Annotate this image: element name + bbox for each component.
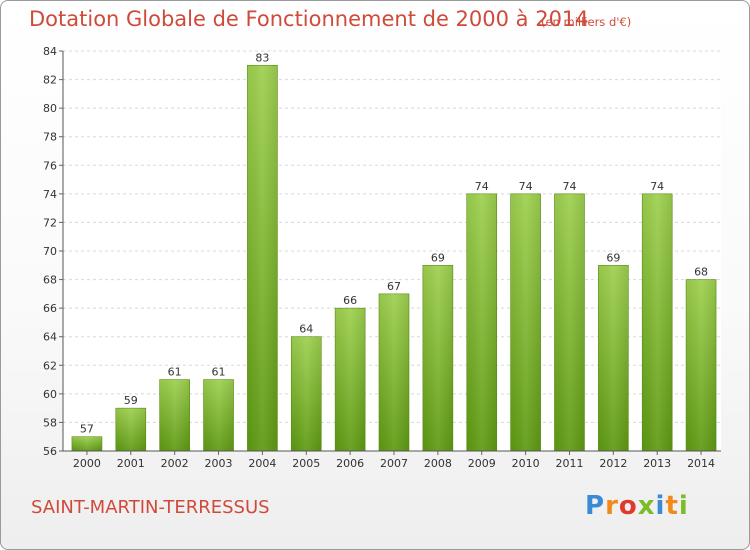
data-label: 74 [519, 180, 533, 193]
bar-shade [247, 65, 278, 452]
logo-letter: t [665, 491, 679, 521]
data-label: 66 [343, 294, 357, 307]
x-tick-label: 2008 [424, 457, 452, 470]
y-tick-label: 78 [43, 131, 57, 144]
bar-shade [203, 379, 234, 451]
bar-shade [159, 379, 190, 451]
bar-shade [686, 279, 717, 451]
y-tick-label: 64 [43, 331, 57, 344]
labels: 56 58 60 62 64 66 68 70 72 74 76 78 80 82 84 57 2000 59 20… [43, 45, 715, 470]
x-tick-label: 2011 [555, 457, 583, 470]
logo-letter: i [655, 491, 666, 521]
bar-shade [642, 193, 673, 451]
y-tick-label: 62 [43, 359, 57, 372]
data-label: 69 [606, 251, 620, 264]
bar-shade [335, 308, 366, 451]
bar-shade [510, 193, 541, 451]
y-tick-label: 72 [43, 216, 57, 229]
data-label: 74 [475, 180, 489, 193]
y-tick-label: 82 [43, 74, 57, 87]
logo-letter: i [678, 491, 689, 521]
bar-shade [554, 193, 585, 451]
data-label: 59 [124, 394, 138, 407]
y-tick-label: 74 [43, 188, 57, 201]
y-tick-label: 56 [43, 445, 57, 458]
x-tick-label: 2005 [292, 457, 320, 470]
y-tick-label: 80 [43, 102, 57, 115]
x-tick-label: 2003 [205, 457, 233, 470]
y-tick-label: 68 [43, 274, 57, 287]
data-label: 74 [562, 180, 576, 193]
x-tick-label: 2001 [117, 457, 145, 470]
data-label: 57 [80, 423, 94, 436]
commune-name: SAINT-MARTIN-TERRESSUS [31, 497, 270, 518]
x-tick-label: 2002 [161, 457, 189, 470]
x-tick-label: 2000 [73, 457, 101, 470]
x-tick-label: 2014 [687, 457, 715, 470]
y-tick-label: 58 [43, 416, 57, 429]
data-label: 64 [299, 323, 313, 336]
x-tick-label: 2012 [599, 457, 627, 470]
data-label: 68 [694, 266, 708, 279]
bar-shade [466, 193, 497, 451]
bar-shade [71, 436, 102, 451]
bar-shade [379, 293, 409, 451]
bars [71, 64, 717, 452]
data-label: 83 [255, 51, 269, 64]
x-tick-label: 2010 [512, 457, 540, 470]
data-label: 74 [650, 180, 664, 193]
bar-shade [598, 265, 629, 451]
axes [59, 50, 721, 455]
x-tick-label: 2007 [380, 457, 408, 470]
x-tick-label: 2004 [248, 457, 276, 470]
logo-letter: x [637, 491, 656, 521]
bar-shade [291, 336, 322, 451]
x-tick-label: 2006 [336, 457, 364, 470]
chart-title: Dotation Globale de Fonctionnement de 20… [29, 7, 589, 31]
y-tick-label: 66 [43, 302, 57, 315]
chart-unit: (en milliers d'€) [541, 15, 632, 29]
proxiti-logo[interactable]: Proxiti [585, 491, 689, 521]
bar-shade [422, 265, 453, 451]
x-tick-label: 2009 [468, 457, 496, 470]
data-label: 69 [431, 251, 445, 264]
logo-letter: o [618, 491, 638, 521]
y-tick-label: 76 [43, 159, 57, 172]
data-label: 61 [168, 366, 182, 379]
x-tick-label: 2013 [643, 457, 671, 470]
bar-shade [115, 408, 146, 451]
data-label: 67 [387, 280, 401, 293]
y-tick-label: 84 [43, 45, 57, 58]
y-tick-label: 70 [43, 245, 57, 258]
logo-letter: P [585, 491, 606, 521]
data-label: 61 [212, 366, 226, 379]
y-tick-label: 60 [43, 388, 57, 401]
logo-letter: r [605, 491, 619, 521]
